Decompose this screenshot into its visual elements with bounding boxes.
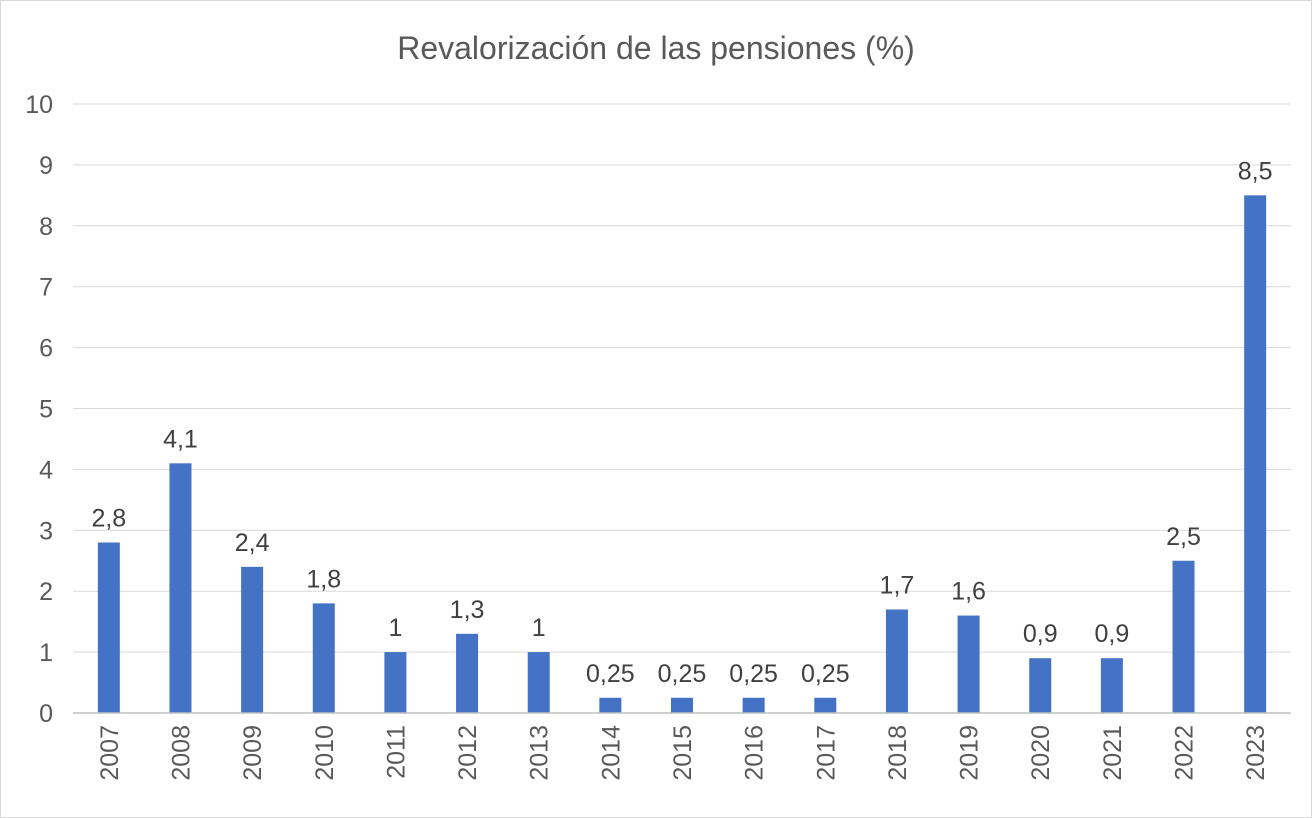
chart-title: Revalorización de las pensiones (%) (397, 30, 915, 66)
x-tick-label-2022: 2022 (1171, 725, 1199, 781)
data-label-2008: 4,1 (163, 425, 198, 453)
data-label-2015: 0,25 (658, 660, 707, 688)
y-tick-label: 2 (39, 578, 53, 606)
y-tick-label: 5 (39, 396, 53, 424)
x-tick-label-2016: 2016 (741, 725, 769, 781)
y-axis-ticks: 0 1 2 3 4 5 6 7 8 9 10 (25, 91, 53, 728)
x-tick-label-2015: 2015 (669, 725, 697, 781)
x-tick-label-2023: 2023 (1242, 725, 1270, 781)
bar-2018 (885, 609, 908, 713)
y-tick-label: 4 (39, 456, 53, 484)
bar-2015 (671, 697, 693, 713)
x-tick-label-2017: 2017 (812, 725, 840, 781)
y-tick-label: 9 (39, 152, 53, 180)
data-label-2009: 2,4 (235, 529, 270, 557)
data-label-2020: 0,9 (1023, 620, 1058, 648)
bar-2017 (814, 697, 837, 713)
bar-2014 (599, 697, 622, 713)
data-label-2021: 0,9 (1094, 620, 1129, 648)
x-tick-label-2021: 2021 (1099, 725, 1127, 781)
data-label-2010: 1,8 (306, 565, 341, 593)
y-tick-label: 6 (39, 335, 53, 363)
data-label-2007: 2,8 (91, 504, 126, 532)
x-tick-label-2014: 2014 (597, 725, 625, 781)
x-tick-label-2011: 2011 (382, 725, 410, 779)
bar-2020 (1029, 658, 1052, 713)
data-label-2011: 1 (388, 614, 402, 642)
x-tick-label-2007: 2007 (96, 725, 124, 781)
x-tick-label-2008: 2008 (167, 725, 195, 781)
bar-2022 (1172, 560, 1195, 713)
bar-2013 (527, 652, 550, 713)
x-tick-label-2018: 2018 (884, 725, 912, 781)
bar-2012 (456, 633, 479, 713)
data-label-2014: 0,25 (586, 660, 635, 688)
y-tick-label: 1 (39, 639, 53, 667)
bar-2023 (1244, 195, 1267, 714)
data-label-2019: 1,6 (951, 578, 986, 606)
y-tick-label: 10 (25, 91, 53, 119)
bar-2011 (384, 652, 407, 713)
data-label-2012: 1,3 (450, 596, 485, 624)
x-tick-label-2009: 2009 (239, 725, 267, 781)
y-tick-label: 3 (39, 517, 53, 545)
data-label-2016: 0,25 (729, 660, 778, 688)
x-tick-label-2012: 2012 (454, 725, 482, 781)
data-label-2023: 8,5 (1238, 157, 1273, 185)
data-labels: 2,8 4,1 2,4 1,8 1 1,3 1 0,25 0,25 0,25 0,25 1,7 1,6 0… (91, 157, 1272, 687)
data-label-2022: 2,5 (1166, 523, 1201, 551)
y-tick-label: 0 (39, 700, 53, 728)
x-tick-label-2020: 2020 (1027, 725, 1055, 781)
data-label-2018: 1,7 (880, 571, 915, 599)
bars (97, 195, 1267, 714)
bar-2009 (241, 566, 264, 713)
x-axis-ticks: 2007 2008 2009 2010 2011 2012 2013 2014 2015 2016… (96, 725, 1270, 781)
gridlines (73, 103, 1291, 653)
bar-2016 (742, 697, 765, 713)
x-tick-label-2010: 2010 (311, 725, 339, 781)
bar-2007 (97, 542, 120, 713)
x-tick-label-2013: 2013 (526, 725, 554, 781)
data-label-2017: 0,25 (801, 660, 850, 688)
x-tick-label-2019: 2019 (956, 725, 984, 781)
bar-2010 (312, 603, 335, 713)
bar-2021 (1100, 658, 1123, 713)
y-tick-label: 8 (39, 213, 53, 241)
data-label-2013: 1 (532, 614, 546, 642)
bar-2008 (169, 463, 192, 713)
y-tick-label: 7 (39, 274, 53, 302)
bar-2019 (957, 615, 980, 713)
